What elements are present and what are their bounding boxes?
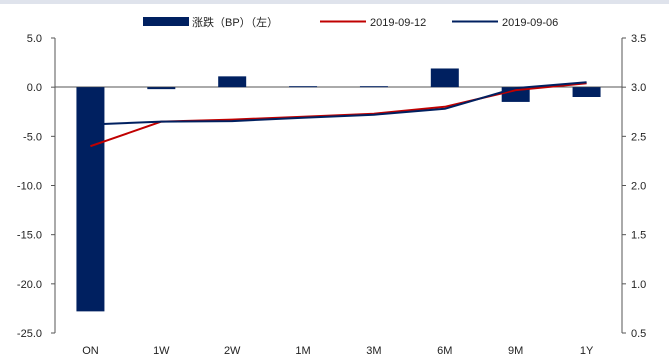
legend-bar-label: 涨跌（BP）（左） bbox=[192, 15, 278, 29]
axes bbox=[51, 37, 626, 334]
bar-1Y bbox=[572, 87, 601, 97]
x-tick-label: 9M bbox=[508, 345, 523, 357]
top-strip bbox=[0, 0, 669, 4]
legend: 涨跌（BP）（左） 2019-09-12 2019-09-06 bbox=[143, 15, 558, 29]
left-tick-label: -25.0 bbox=[17, 328, 42, 340]
x-tick-label: ON bbox=[82, 345, 99, 357]
right-tick-label: 1.5 bbox=[631, 230, 646, 242]
line-series bbox=[90, 81, 587, 148]
x-tick-label: 2W bbox=[224, 345, 241, 357]
right-tick-label: 1.0 bbox=[631, 279, 646, 291]
bar-ON bbox=[76, 87, 105, 312]
x-tick-label: 1Y bbox=[580, 345, 594, 357]
legend-line1-label: 2019-09-12 bbox=[370, 17, 426, 29]
right-tick-label: 0.5 bbox=[631, 328, 646, 340]
left-tick-label: 5.0 bbox=[27, 33, 42, 45]
bar-series bbox=[76, 68, 601, 312]
right-tick-label: 3.5 bbox=[631, 33, 646, 45]
left-tick-label: -15.0 bbox=[17, 230, 42, 242]
bar-2W bbox=[218, 76, 247, 88]
left-tick-label: -5.0 bbox=[23, 131, 42, 143]
left-tick-label: -10.0 bbox=[17, 181, 42, 193]
legend-bar-swatch bbox=[143, 17, 189, 26]
legend-line2-label: 2019-09-06 bbox=[502, 17, 558, 29]
bar-6M bbox=[430, 68, 459, 88]
x-tick-label: 1W bbox=[153, 345, 170, 357]
left-tick-label: -20.0 bbox=[17, 279, 42, 291]
bar-1W bbox=[147, 87, 176, 90]
x-tick-label: 3M bbox=[366, 345, 381, 357]
bar-1M bbox=[289, 86, 318, 88]
bar-3M bbox=[359, 86, 388, 88]
right-tick-label: 2.0 bbox=[631, 181, 646, 193]
x-tick-label: 6M bbox=[437, 345, 452, 357]
left-tick-label: 0.0 bbox=[27, 82, 42, 94]
right-tick-label: 3.0 bbox=[631, 82, 646, 94]
line-series-2019-09-06 bbox=[90, 81, 587, 126]
tick-labels: 5.0 0.0 -5.0 -10.0 -15.0 -20.0 -25.0 3.5 3.0 2.5 2… bbox=[17, 33, 646, 357]
right-tick-label: 2.5 bbox=[631, 131, 646, 143]
x-tick-label: 1M bbox=[295, 345, 310, 357]
